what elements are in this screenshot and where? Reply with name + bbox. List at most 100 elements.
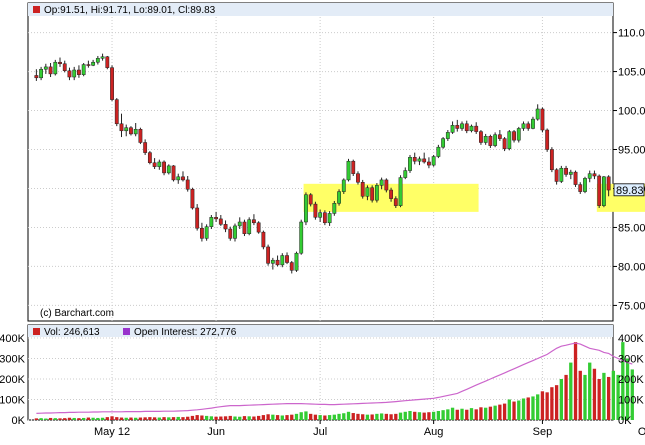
candle-body-down [526, 123, 531, 129]
candle-body-up [365, 187, 370, 197]
candle-body-down [384, 179, 389, 191]
volume-y-tick-label-right: 300K [618, 354, 644, 366]
candle-body-down [256, 222, 261, 233]
volume-bar [67, 417, 72, 420]
volume-bar [436, 410, 441, 420]
candle-body-down [228, 228, 233, 239]
volume-bar [48, 417, 53, 420]
volume-y-tick-label-left: 300K [0, 354, 26, 366]
candle [289, 260, 294, 274]
volume-bar [583, 374, 587, 420]
candle-body-down [479, 131, 483, 143]
volume-bar [332, 414, 336, 420]
candle-body-down [266, 246, 271, 264]
candle [242, 219, 247, 237]
candle-body-down [114, 99, 119, 125]
candle [341, 178, 346, 194]
candle [384, 178, 389, 193]
candle [171, 165, 176, 182]
candle-body-up [39, 68, 43, 79]
candle [512, 130, 516, 143]
volume-panel-frame [27, 324, 614, 421]
candle [346, 158, 351, 182]
volume-bar [460, 408, 464, 420]
candle-body-down [554, 169, 559, 182]
candle-body-down [540, 108, 545, 131]
volume-bar [384, 413, 389, 420]
candle [110, 65, 114, 102]
candle-body-up [535, 108, 540, 120]
candle [479, 130, 483, 145]
candle-body-down [171, 165, 176, 181]
candle-body-down [62, 63, 67, 72]
volume-y-tick-label-left: 100K [0, 395, 26, 407]
volume-bar [469, 408, 474, 420]
volume-bar [34, 418, 39, 420]
volume-legend-bar [28, 325, 613, 337]
candle [233, 223, 237, 242]
candle [147, 151, 152, 165]
volume-bar [148, 417, 152, 420]
x-axis: May 12 Jun Jul Aug Sep Oct [94, 420, 645, 438]
price-y-tick-label: 75.00 [618, 300, 645, 312]
candle [285, 252, 289, 265]
volume-bar [592, 368, 597, 420]
candle [549, 147, 554, 173]
candle-body-down [497, 134, 502, 139]
candle [578, 182, 583, 194]
candle [516, 126, 521, 143]
volume-bar [450, 407, 455, 420]
volume-bar [427, 412, 431, 420]
volume-bar [588, 362, 592, 420]
candle [53, 59, 58, 76]
candle-body-down [181, 176, 185, 181]
candle-body-up [280, 255, 285, 266]
volume-bar [606, 376, 611, 420]
last-price-marker: 89.83 [613, 183, 645, 197]
candle [488, 134, 493, 148]
candle [455, 119, 460, 132]
volume-y-tick-label-left: 0K [12, 415, 26, 427]
candle-body-up [294, 252, 299, 271]
volume-bar [521, 398, 526, 420]
candle [256, 221, 261, 234]
candle [124, 124, 129, 137]
volume-bar [204, 415, 209, 420]
candle-body-up [209, 217, 214, 227]
candle-body-up [374, 185, 379, 201]
volume-bar [304, 411, 308, 420]
candle [464, 120, 469, 134]
candle [67, 67, 72, 81]
candle-body-up [247, 219, 252, 234]
candle-body-down [218, 218, 223, 225]
oi-legend-text: Open Interest: 272,776 [134, 327, 237, 338]
volume-bar [512, 401, 516, 420]
volume-bar [53, 418, 57, 420]
candle [86, 60, 91, 68]
candle [356, 171, 360, 185]
candle-body-up [332, 203, 337, 214]
volume-bar [309, 413, 313, 420]
volume-bar [417, 412, 422, 420]
volume-bar [124, 417, 128, 420]
candle [294, 251, 299, 272]
candle [58, 57, 62, 67]
candle-body-down [597, 175, 602, 206]
candle-body-down [427, 161, 431, 166]
volume-bar [252, 416, 256, 420]
volume-bar [389, 414, 393, 420]
candle [327, 211, 332, 226]
volume-bar [413, 411, 417, 420]
candle [304, 192, 308, 226]
candle [322, 210, 327, 226]
candle [379, 177, 384, 190]
candle [261, 230, 266, 250]
candle [337, 189, 341, 206]
candle [185, 176, 190, 192]
candle [583, 176, 587, 194]
candle [493, 132, 498, 148]
candle-body-up [483, 136, 488, 143]
candle-body-down [86, 64, 91, 66]
candle [195, 204, 200, 231]
candle [34, 69, 39, 81]
